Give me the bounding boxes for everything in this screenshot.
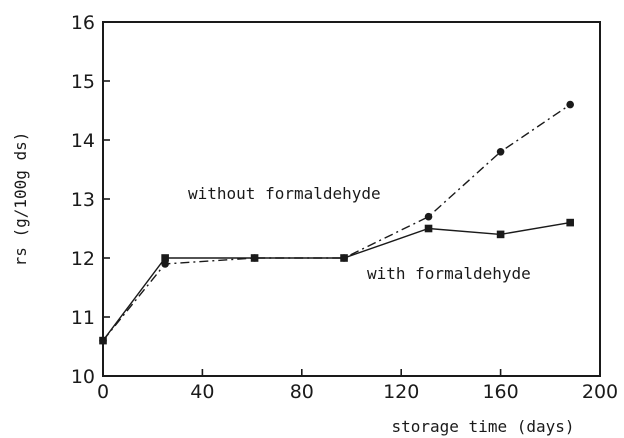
data-point-with-formaldehyde [496, 230, 505, 239]
data-point-without-formaldehyde [161, 260, 169, 268]
y-tick-label: 10 [71, 366, 95, 388]
data-point-with-formaldehyde [250, 254, 259, 262]
y-axis-label: rs (g/100g ds) [11, 132, 30, 267]
annotation-without-formaldehyde: without formaldehyde [188, 184, 381, 203]
data-point-without-formaldehyde [496, 148, 505, 156]
x-tick-label: 120 [383, 381, 419, 403]
x-tick-label: 40 [190, 381, 214, 403]
data-point-with-formaldehyde [161, 254, 169, 262]
data-point-with-formaldehyde [99, 336, 107, 345]
y-tick-label: 12 [71, 248, 95, 270]
x-axis-label: storage time (days) [391, 417, 574, 436]
y-tick-label: 14 [71, 130, 95, 152]
y-tick-label: 16 [71, 12, 95, 34]
x-tick-label: 0 [97, 381, 109, 403]
series-line-without-formaldehyde [102, 104, 571, 342]
x-axis-ticks: 0 40 80 120 160 200 [97, 369, 618, 403]
data-point-with-formaldehyde [340, 254, 348, 262]
annotation-with-formaldehyde: with formaldehyde [367, 264, 531, 283]
y-tick-label: 11 [71, 307, 95, 329]
data-point-without-formaldehyde [566, 100, 574, 109]
data-point-with-formaldehyde [424, 224, 433, 233]
y-tick-label: 15 [71, 71, 95, 93]
x-tick-label: 80 [290, 381, 314, 403]
data-point-with-formaldehyde [566, 218, 574, 227]
x-tick-label: 160 [482, 381, 518, 403]
data-point-without-formaldehyde [424, 212, 433, 221]
x-tick-label: 200 [582, 381, 618, 403]
y-axis-ticks: 10 11 12 13 14 15 16 [71, 12, 110, 388]
y-tick-label: 13 [71, 189, 95, 211]
series-layer [99, 100, 574, 345]
